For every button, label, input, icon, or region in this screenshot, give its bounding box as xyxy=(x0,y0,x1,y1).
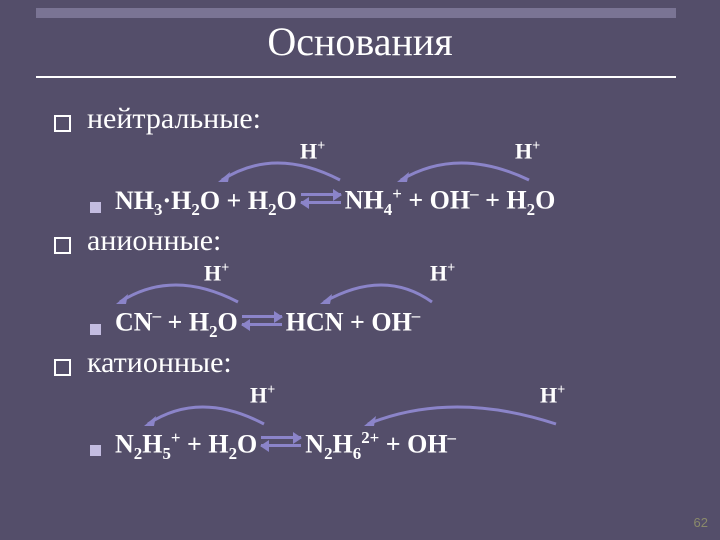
equilibrium-arrow-icon xyxy=(301,189,341,209)
arrow-stage-2: H+ H+ xyxy=(90,260,674,302)
equation-1: NH3·H2O + H2O NH4+ + OH– + H2O xyxy=(90,184,674,220)
proton-transfer-arc-icon xyxy=(142,386,270,428)
bullet-solid-icon xyxy=(90,445,101,456)
category-row: анионные: xyxy=(54,224,674,258)
proton-transfer-arc-icon xyxy=(216,142,346,184)
page-number: 62 xyxy=(694,515,708,530)
equilibrium-arrow-icon xyxy=(242,311,282,331)
bullet-open-icon xyxy=(54,359,71,376)
eq3-left: N2H5+ + H2O xyxy=(115,428,257,464)
eq1-left: NH3·H2O + H2O xyxy=(115,186,297,220)
proton-transfer-arc-icon xyxy=(114,264,244,306)
category-label: анионные: xyxy=(87,224,221,258)
eq2-right: HCN + OH– xyxy=(286,306,421,338)
bullet-solid-icon xyxy=(90,202,101,213)
bullet-open-icon xyxy=(54,237,71,254)
category-label: катионные: xyxy=(87,346,232,380)
category-row: нейтральные: xyxy=(54,102,674,136)
title-underline xyxy=(36,76,676,78)
header-decoration-box xyxy=(36,8,676,18)
eq3-right: N2H62+ + OH– xyxy=(305,428,456,464)
equation-3: N2H5+ + H2O N2H62+ + OH– xyxy=(90,428,674,464)
arrow-stage-3: H+ H+ xyxy=(90,382,674,424)
proton-transfer-arc-icon xyxy=(395,142,535,184)
bullet-solid-icon xyxy=(90,324,101,335)
bullet-open-icon xyxy=(54,115,71,132)
arrow-stage-1: H+ H+ xyxy=(90,138,674,180)
eq1-right: NH4+ + OH– + H2O xyxy=(345,184,556,220)
category-label: нейтральные: xyxy=(87,102,261,136)
eq2-left: CN– + H2O xyxy=(115,306,238,342)
page-title: Основания xyxy=(0,18,720,65)
proton-transfer-arc-icon xyxy=(362,386,562,428)
content-area: нейтральные: H+ H+ NH3·H2O + H2O NH4+ + … xyxy=(54,100,674,468)
equilibrium-arrow-icon xyxy=(261,432,301,452)
equation-2: CN– + H2O HCN + OH– xyxy=(90,306,674,342)
proton-transfer-arc-icon xyxy=(318,264,438,306)
category-row: катионные: xyxy=(54,346,674,380)
